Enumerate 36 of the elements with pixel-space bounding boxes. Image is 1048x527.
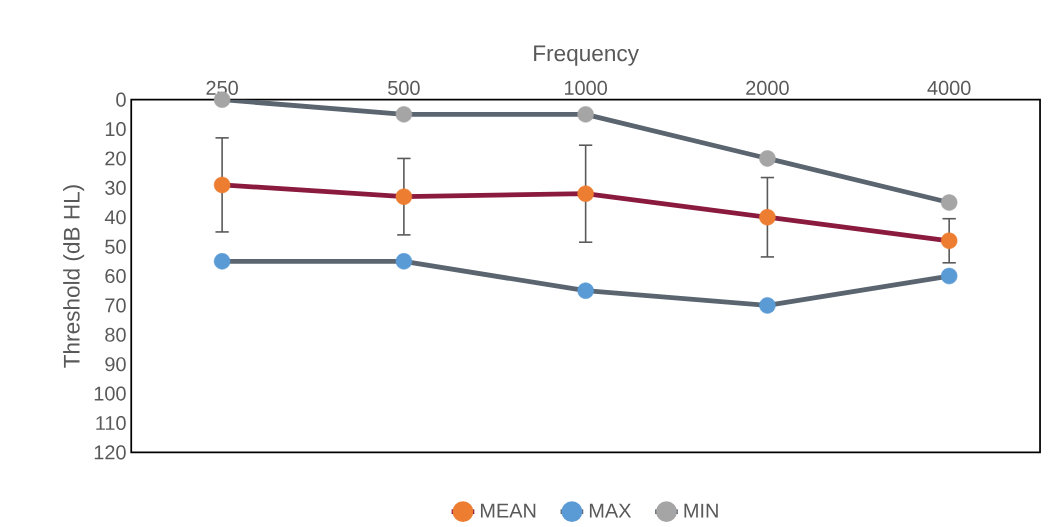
x-tick-label: 1000 bbox=[564, 80, 608, 95]
y-axis-title: Threshold (dB HL) bbox=[63, 185, 85, 368]
x-tick-label: 2000 bbox=[746, 80, 789, 95]
x-tick-label: 500 bbox=[388, 80, 420, 95]
y-tick-label: 100 bbox=[94, 386, 126, 401]
point bbox=[395, 188, 413, 205]
point bbox=[395, 106, 413, 123]
y-tick-label: 40 bbox=[104, 210, 126, 225]
point bbox=[940, 232, 958, 249]
legend-label: MEAN bbox=[480, 503, 536, 518]
y-tick-label: 50 bbox=[105, 239, 126, 254]
point bbox=[577, 106, 594, 123]
point bbox=[213, 176, 231, 194]
y-tick-label: 120 bbox=[94, 445, 126, 460]
y-tick-label: 10 bbox=[105, 121, 126, 137]
y-tick-label: 90 bbox=[105, 357, 126, 372]
point bbox=[759, 297, 776, 314]
y-tick-label: 0 bbox=[116, 92, 126, 107]
y-tick-label: 70 bbox=[105, 298, 126, 313]
x-tick-label: 4000 bbox=[927, 80, 971, 95]
y-tick-label: 20 bbox=[105, 151, 126, 166]
point bbox=[940, 267, 958, 285]
legend-label: MAX bbox=[589, 503, 632, 518]
point bbox=[577, 282, 594, 299]
point bbox=[759, 208, 776, 226]
point bbox=[213, 253, 231, 270]
y-tick-label: 30 bbox=[105, 180, 126, 195]
point bbox=[759, 150, 776, 167]
y-tick-label: 60 bbox=[105, 268, 126, 284]
legend-label: MIN bbox=[684, 503, 718, 518]
x-axis-title: Frequency bbox=[534, 45, 639, 66]
point bbox=[395, 253, 413, 270]
y-tick-label: 110 bbox=[96, 415, 126, 430]
y-tick-label: 80 bbox=[105, 327, 126, 342]
point bbox=[940, 194, 958, 211]
point bbox=[577, 185, 594, 202]
